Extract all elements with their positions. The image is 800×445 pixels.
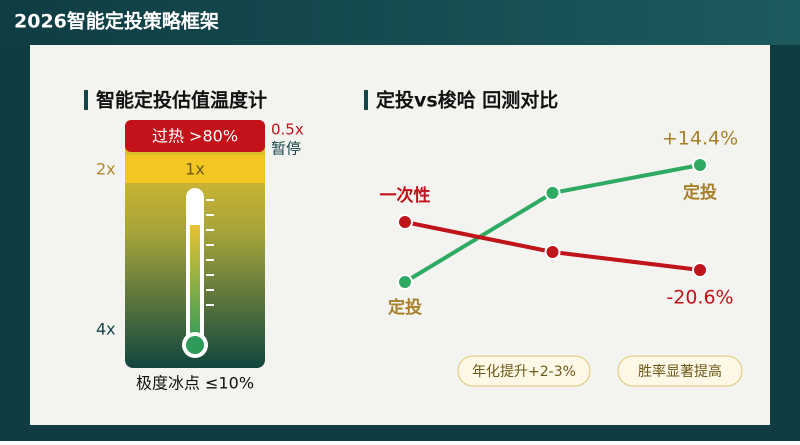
chart-title: 定投vs梭哈 回测对比 (376, 89, 558, 112)
badge (457, 355, 591, 387)
point (544, 184, 561, 201)
point (692, 157, 708, 173)
series-label: 一次性 (380, 185, 431, 206)
ticks (206, 199, 214, 306)
accent (364, 90, 368, 110)
value-label: -20.6% (666, 287, 733, 309)
accent (84, 90, 88, 110)
badge-text: 年化提升+2-3% (472, 364, 576, 380)
mid-zone (125, 155, 265, 183)
point (692, 262, 708, 278)
badge-text: 胜率显著提高 (638, 363, 722, 380)
hot-label: 过热 >80% (152, 127, 238, 146)
bottom-label: 极度冰点 ≤10% (136, 374, 254, 393)
point (397, 274, 413, 290)
top-multiplier: 0.5x (271, 121, 304, 139)
bottom-left: 4x (96, 320, 116, 339)
point (544, 244, 561, 260)
panel-title: 智能定投估值温度计 (96, 89, 267, 112)
mid-label: 1x (185, 160, 205, 179)
header-title: 2026智能定投策略框架 (14, 10, 219, 33)
bulb (186, 336, 204, 354)
header-bar (0, 0, 800, 45)
value-label: +14.4% (662, 128, 738, 150)
corner (0, 45, 30, 80)
point (397, 214, 413, 230)
tube-fill (190, 225, 200, 345)
hot-zone (125, 120, 265, 152)
mid-left: 2x (96, 160, 116, 179)
badge (617, 355, 743, 387)
top-action: 暂停 (271, 140, 301, 158)
series-label: 定投 (388, 297, 422, 318)
series-label: 定投 (683, 182, 717, 203)
